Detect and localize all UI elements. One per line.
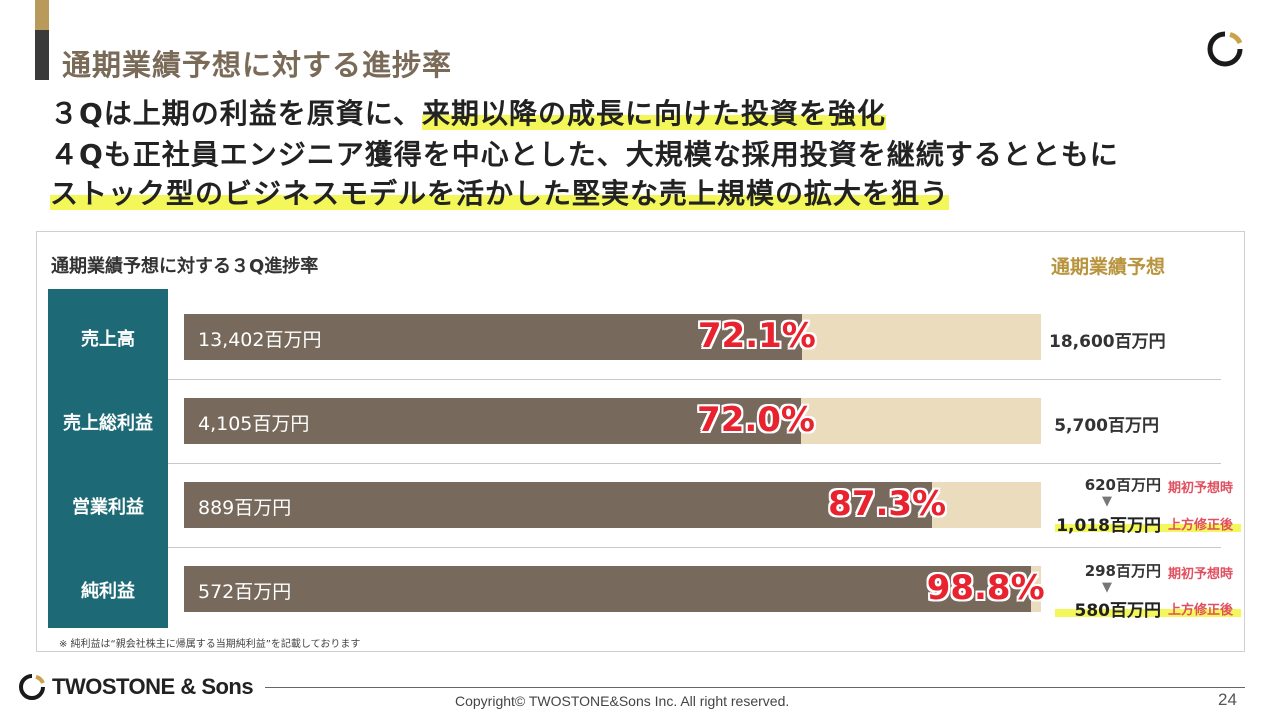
progress-track-gross-profit: 4,105百万円 72.0% xyxy=(184,398,1041,444)
progress-chart-panel: 通期業績予想に対する３Q進捗率 通期業績予想 売上高 売上総利益 営業利益 純利… xyxy=(36,231,1245,652)
progress-track-revenue: 13,402百万円 72.1% xyxy=(184,314,1041,360)
category-label-net-profit: 純利益 xyxy=(81,581,135,602)
revised-highlight xyxy=(1055,524,1241,532)
copyright: Copyright© TWOSTONE&Sons Inc. All right … xyxy=(455,693,790,709)
category-label-revenue: 売上高 xyxy=(81,329,135,350)
row-divider xyxy=(168,547,1221,548)
category-label-gross-profit: 売上総利益 xyxy=(63,413,153,434)
revised-forecast-tag: 上方修正後 xyxy=(1168,518,1234,533)
page-title: 通期業績予想に対する進捗率 xyxy=(62,48,453,82)
headline-line-2: ４Qも正社員エンジニア獲得を中心とした、大規模な採用投資を継続するとともに xyxy=(50,138,1119,171)
brand-name: TWOSTONE & Sons xyxy=(52,674,254,699)
company-logo-icon xyxy=(1207,31,1243,67)
progress-track-operating-profit: 889百万円 87.3% xyxy=(184,482,1041,528)
chart-title: 通期業績予想に対する３Q進捗率 xyxy=(51,256,319,277)
percent-label-revenue: 72.1% xyxy=(697,316,816,356)
progress-bar-revenue xyxy=(184,314,802,360)
headline-line-1-highlight: 来期以降の成長に向けた投資を強化 xyxy=(421,97,886,130)
headline-line-1-text: ３Qは上期の利益を原資に、 xyxy=(50,97,422,130)
revised-forecast-tag: 上方修正後 xyxy=(1168,603,1234,618)
actual-label-revenue: 13,402百万円 xyxy=(198,329,322,351)
headline-line-3-highlight: ストック型のビジネスモデルを活かした堅実な売上規模の拡大を狙う xyxy=(50,177,950,210)
headline-line-1: ３Qは上期の利益を原資に、来期以降の成長に向けた投資を強化 xyxy=(50,92,886,132)
row-divider xyxy=(168,463,1221,464)
initial-forecast-tag: 期初予想時 xyxy=(1168,481,1234,496)
progress-track-net-profit: 572百万円 98.8% xyxy=(184,566,1045,612)
category-label-operating-profit: 営業利益 xyxy=(72,497,144,518)
forecast-value-operating-profit: 1,018百万円 xyxy=(1056,516,1161,536)
initial-forecast-tag: 期初予想時 xyxy=(1168,567,1234,582)
initial-forecast-operating-profit: 620百万円 xyxy=(1084,476,1161,494)
progress-bar-gross-profit xyxy=(184,398,802,444)
initial-forecast-net-profit: 298百万円 xyxy=(1084,562,1161,580)
page-number: 24 xyxy=(1218,690,1237,709)
forecast-value-gross-profit: 5,700百万円 xyxy=(1054,416,1159,436)
down-arrow-icon: ▼ xyxy=(1102,580,1112,595)
headline-line-3: ストック型のビジネスモデルを活かした堅実な売上規模の拡大を狙う xyxy=(50,172,950,212)
actual-label-gross-profit: 4,105百万円 xyxy=(198,413,310,435)
footnote: ※ 純利益は“親会社株主に帰属する当期純利益”を記載しております xyxy=(59,639,361,650)
forecast-header: 通期業績予想 xyxy=(1051,256,1166,278)
progress-bar-net-profit xyxy=(184,566,1031,612)
forecast-value-revenue: 18,600百万円 xyxy=(1049,332,1166,352)
company-logo-icon xyxy=(19,674,45,700)
title-accent-bar xyxy=(35,0,49,80)
down-arrow-icon: ▼ xyxy=(1102,494,1112,509)
progress-bar-operating-profit xyxy=(184,482,933,528)
footer-divider xyxy=(265,687,1245,688)
percent-label-operating-profit: 87.3% xyxy=(828,484,947,524)
footer-logo: TWOSTONE & Sons xyxy=(18,673,254,701)
row-divider xyxy=(168,379,1221,380)
actual-label-operating-profit: 889百万円 xyxy=(198,497,292,519)
category-label-column: 売上高 売上総利益 営業利益 純利益 xyxy=(48,289,168,628)
actual-label-net-profit: 572百万円 xyxy=(198,581,292,603)
percent-label-gross-profit: 72.0% xyxy=(697,400,815,440)
forecast-value-net-profit: 580百万円 xyxy=(1074,601,1162,621)
revised-highlight xyxy=(1055,609,1241,617)
percent-label-net-profit: 98.8% xyxy=(926,568,1045,608)
